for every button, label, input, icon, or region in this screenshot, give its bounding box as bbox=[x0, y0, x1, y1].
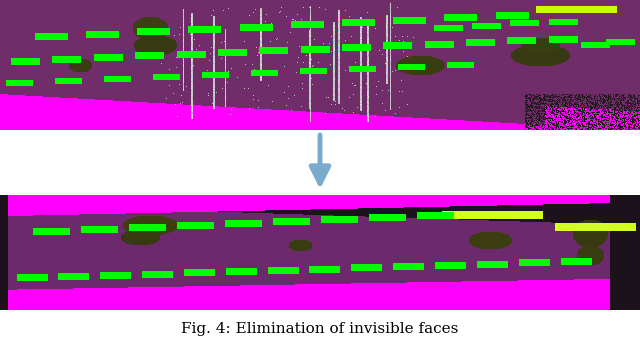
Text: Fig. 4: Elimination of invisible faces: Fig. 4: Elimination of invisible faces bbox=[181, 322, 459, 336]
Bar bbox=[0, 310, 640, 349]
Bar bbox=[0, 130, 640, 195]
